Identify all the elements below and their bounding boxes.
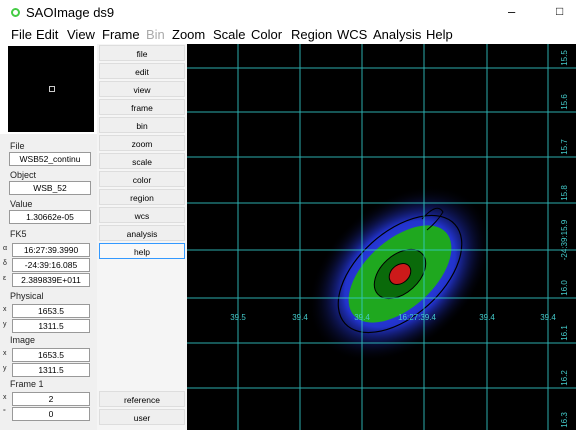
info-field: -24:39:16.085 <box>12 258 90 272</box>
maximize[interactable]: □ <box>556 4 564 18</box>
info-label: Value <box>10 199 33 209</box>
row-label: x <box>3 350 7 357</box>
y-axis-label: 15.8 <box>560 185 569 201</box>
row-label: y <box>3 321 7 328</box>
info-label: File <box>10 141 25 151</box>
button[interactable]: color <box>99 171 185 187</box>
info-label: Image <box>10 335 36 345</box>
image-frame: 39.5 39.4 39.4 16:27:39.4 39.4 39.4 15.5 15.6 15… <box>187 44 576 430</box>
button[interactable]: reference <box>99 391 185 407</box>
info-field: 1653.5 <box>12 348 90 362</box>
info-label: Object <box>10 170 37 180</box>
info-field: 1311.5 <box>12 363 90 377</box>
button[interactable]: scale <box>99 153 185 169</box>
button[interactable]: help <box>99 243 185 259</box>
menu-item[interactable]: Frame <box>102 27 140 42</box>
row-label: ε <box>3 275 7 282</box>
window-title: SAOImage ds9 <box>26 5 115 20</box>
y-axis-label: 16.0 <box>560 280 569 296</box>
y-axis-label: 15.7 <box>560 139 569 155</box>
row-label: y <box>3 365 7 372</box>
y-axis-label: 15.6 <box>560 94 569 110</box>
x-axis-label: 39.5 <box>230 313 246 322</box>
menu-item[interactable]: Bin <box>146 27 165 42</box>
y-axis-label: 16.2 <box>560 370 569 386</box>
y-axis-label: 16.3 <box>560 412 569 428</box>
menu-item[interactable]: Region <box>291 27 333 42</box>
info-field: 1311.5 <box>12 319 90 333</box>
button[interactable]: frame <box>99 99 185 115</box>
button[interactable]: view <box>99 81 185 97</box>
menu-item[interactable]: Color <box>251 27 283 42</box>
button[interactable]: wcs <box>99 207 185 223</box>
x-axis-label: 39.4 <box>354 313 370 322</box>
button[interactable]: analysis <box>99 225 185 241</box>
button[interactable]: zoom <box>99 135 185 151</box>
info-field: 2 <box>12 392 90 406</box>
info-field: 16:27:39.3990 <box>12 243 90 257</box>
menu-item[interactable]: WCS <box>337 27 368 42</box>
x-axis-label: 16:27:39.4 <box>398 313 436 322</box>
row-label: x <box>3 394 7 401</box>
info-label: FK5 <box>10 229 27 239</box>
button[interactable]: user <box>99 409 185 425</box>
x-axis-label: 39.4 <box>540 313 556 322</box>
row-label: δ <box>3 260 7 267</box>
menu-item[interactable]: File <box>11 27 32 42</box>
x-axis-label: 39.4 <box>292 313 308 322</box>
info-field: 0 <box>12 407 90 421</box>
menu-item[interactable]: Scale <box>213 27 246 42</box>
info-label: Physical <box>10 291 44 301</box>
button[interactable]: file <box>99 45 185 61</box>
y-axis-label: -24:39:15.9 <box>560 219 569 260</box>
info-field: WSB_52 <box>9 181 91 195</box>
info-field: 1653.5 <box>12 304 90 318</box>
x-axis-label: 39.4 <box>479 313 495 322</box>
info-field: WSB52_continu <box>9 152 91 166</box>
menu-item[interactable]: Edit <box>36 27 59 42</box>
panner <box>8 46 94 132</box>
row-label: x <box>3 306 7 313</box>
app-icon <box>11 8 20 17</box>
button[interactable]: edit <box>99 63 185 79</box>
y-axis-label: 15.5 <box>560 50 569 66</box>
menu-item[interactable]: Help <box>426 27 453 42</box>
y-axis-label: 16.1 <box>560 325 569 341</box>
info-field: 1.30662e-05 <box>9 210 91 224</box>
info-label: Frame 1 <box>10 379 44 389</box>
button[interactable]: region <box>99 189 185 205</box>
menu-item[interactable]: View <box>67 27 95 42</box>
info-field: 2.389839E+011 <box>12 273 90 287</box>
minimize[interactable]: – <box>508 4 516 19</box>
panner-box <box>49 86 55 92</box>
menu-item[interactable]: Zoom <box>172 27 206 42</box>
row-label: ° <box>3 409 6 416</box>
menu-item[interactable]: Analysis <box>373 27 422 42</box>
button[interactable]: bin <box>99 117 185 133</box>
row-label: α <box>3 245 8 252</box>
